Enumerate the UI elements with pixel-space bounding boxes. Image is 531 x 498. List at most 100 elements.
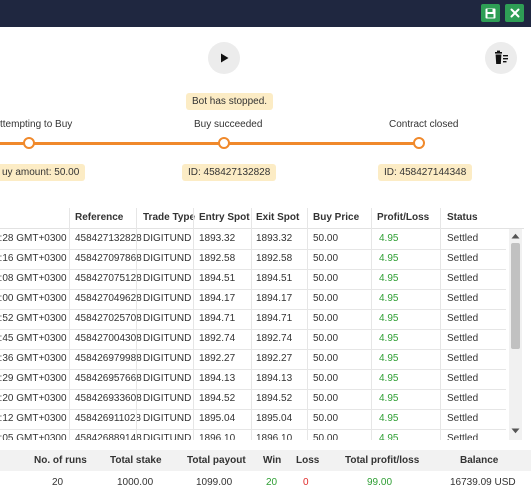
summary-label-runs: No. of runs [34, 455, 87, 466]
cell-time: 7:05 GMT+0300 [0, 433, 67, 440]
cell-profit-loss: 4.95 [379, 253, 399, 264]
save-button[interactable] [481, 4, 500, 22]
bot-status-tooltip: Bot has stopped. [186, 93, 274, 110]
cell-reference: 458427025708 [75, 313, 142, 324]
table-header: Reference Trade Type Entry Spot Exit Spo… [0, 208, 524, 229]
table-row[interactable]: 7:45 GMT+0300 458427004308DIGITUNDE 1892.7… [0, 329, 506, 350]
cell-time: 3:16 GMT+0300 [0, 253, 67, 264]
summary-label-loss: Loss [296, 455, 320, 466]
cell-status: Settled [447, 293, 479, 304]
cell-exit-spot: 1893.32 [256, 233, 293, 244]
cell-profit-loss: 4.95 [379, 353, 399, 364]
column-divider [251, 208, 252, 440]
buy-id-tag: ID: 458427132828 [182, 164, 277, 181]
cell-profit-loss: 4.95 [379, 313, 399, 324]
cell-reference: 458427004308 [75, 333, 142, 344]
cell-status: Settled [447, 233, 479, 244]
summary-stake-value: 1000.00 [117, 477, 154, 488]
table-row[interactable]: 7:52 GMT+0300 458427025708DIGITUNDE 1894.7… [0, 309, 506, 330]
summary-runs-value: 20 [52, 477, 64, 488]
col-status: Status [447, 212, 478, 223]
cell-entry-spot: 1893.32 [199, 233, 236, 244]
cell-reference: 458426933608 [75, 393, 142, 404]
cell-exit-spot: 1894.71 [256, 313, 293, 324]
table-row[interactable]: 7:36 GMT+0300 458426979988DIGITUNDE 1892.2… [0, 349, 506, 370]
run-bot-button[interactable] [208, 42, 240, 74]
step-dot-buy-succeeded [218, 137, 230, 149]
cell-trade-type: DIGITUNDE [143, 313, 191, 324]
cell-buy-price: 50.00 [313, 233, 339, 244]
cell-reference: 458426889148 [75, 433, 142, 440]
cell-trade-type: DIGITUNDE [143, 433, 191, 440]
col-entry-spot: Entry Spot [199, 212, 250, 223]
step-dot-contract-closed [413, 137, 425, 149]
summary-label-total-pl: Total profit/loss [345, 455, 420, 466]
cell-time: 7:45 GMT+0300 [0, 333, 67, 344]
table-row[interactable]: 3:08 GMT+0300 458427075128DIGITUNDE 1894.5… [0, 269, 506, 290]
cell-buy-price: 50.00 [313, 373, 339, 384]
cell-reference: 458427097868 [75, 253, 142, 264]
buy-amount-tag: uy amount: 50.00 [0, 164, 86, 181]
clear-log-button[interactable] [485, 42, 517, 74]
cell-profit-loss: 4.95 [379, 413, 399, 424]
cell-buy-price: 50.00 [313, 393, 339, 404]
cell-time: 7:29 GMT+0300 [0, 373, 67, 384]
col-trade-type: Trade Type [143, 212, 196, 223]
cell-profit-loss: 4.95 [379, 293, 399, 304]
step-label-buy-succeeded: Buy succeeded [194, 119, 263, 130]
scroll-thumb[interactable] [511, 243, 520, 349]
summary-payout-value: 1099.00 [196, 477, 233, 488]
cell-reference: 458427049628 [75, 293, 142, 304]
progress-track [0, 142, 419, 145]
summary-label-stake: Total stake [110, 455, 162, 466]
table-row[interactable]: 7:05 GMT+0300 458426889148DIGITUNDE 1896.1… [0, 429, 506, 440]
save-icon [485, 8, 496, 18]
cell-time: 3:08 GMT+0300 [0, 273, 67, 284]
cell-buy-price: 50.00 [313, 253, 339, 264]
cell-time: 7:20 GMT+0300 [0, 393, 67, 404]
summary-balance-value: 16739.09 USD [450, 477, 516, 488]
table-row[interactable]: 7:12 GMT+0300 458426911028DIGITUNDE 1895.0… [0, 409, 506, 430]
cell-reference: 458427075128 [75, 273, 142, 284]
cell-status: Settled [447, 353, 479, 364]
cell-status: Settled [447, 373, 479, 384]
col-buy-price: Buy Price [313, 212, 360, 223]
col-profit-loss: Profit/Loss [377, 212, 430, 223]
table-row[interactable]: 7:20 GMT+0300 458426933608DIGITUNDE 1894.5… [0, 389, 506, 410]
step-label-contract-closed: Contract closed [389, 119, 459, 130]
close-button[interactable] [505, 4, 524, 22]
table-scrollbar[interactable] [509, 229, 522, 440]
table-row[interactable]: 7:29 GMT+0300 458426957668DIGITUNDE 1894.1… [0, 369, 506, 390]
cell-entry-spot: 1896.10 [199, 433, 236, 440]
cell-profit-loss: 4.95 [379, 333, 399, 344]
cell-status: Settled [447, 413, 479, 424]
cell-trade-type: DIGITUNDE [143, 333, 191, 344]
column-divider [69, 208, 70, 440]
cell-reference: 458426957668 [75, 373, 142, 384]
summary-label-balance: Balance [460, 455, 499, 466]
table-row[interactable]: 3:28 GMT+0300 458427132828DIGITUNDE 1893.3… [0, 229, 506, 250]
cell-buy-price: 50.00 [313, 353, 339, 364]
col-reference: Reference [75, 212, 124, 223]
cell-trade-type: DIGITUNDE [143, 273, 191, 284]
cell-entry-spot: 1892.58 [199, 253, 236, 264]
cell-time: 7:36 GMT+0300 [0, 353, 67, 364]
table-row[interactable]: 3:16 GMT+0300 458427097868DIGITUNDE 1892.5… [0, 249, 506, 270]
cell-buy-price: 50.00 [313, 433, 339, 440]
cell-time: 7:12 GMT+0300 [0, 413, 67, 424]
summary-label-payout: Total payout [187, 455, 246, 466]
cell-status: Settled [447, 273, 479, 284]
cell-trade-type: DIGITUNDE [143, 253, 191, 264]
cell-entry-spot: 1892.74 [199, 333, 236, 344]
cell-exit-spot: 1895.04 [256, 413, 293, 424]
scroll-down-arrow-icon[interactable] [511, 428, 520, 434]
table-row[interactable]: 3:00 GMT+0300 458427049628DIGITUNDE 1894.1… [0, 289, 506, 310]
cell-time: 7:52 GMT+0300 [0, 313, 67, 324]
col-exit-spot: Exit Spot [256, 212, 300, 223]
summary-loss-value: 0 [303, 477, 309, 488]
cell-trade-type: DIGITUNDE [143, 353, 191, 364]
cell-entry-spot: 1894.17 [199, 293, 236, 304]
scroll-up-arrow-icon[interactable] [511, 233, 520, 239]
close-icon [510, 8, 519, 18]
cell-profit-loss: 4.95 [379, 393, 399, 404]
